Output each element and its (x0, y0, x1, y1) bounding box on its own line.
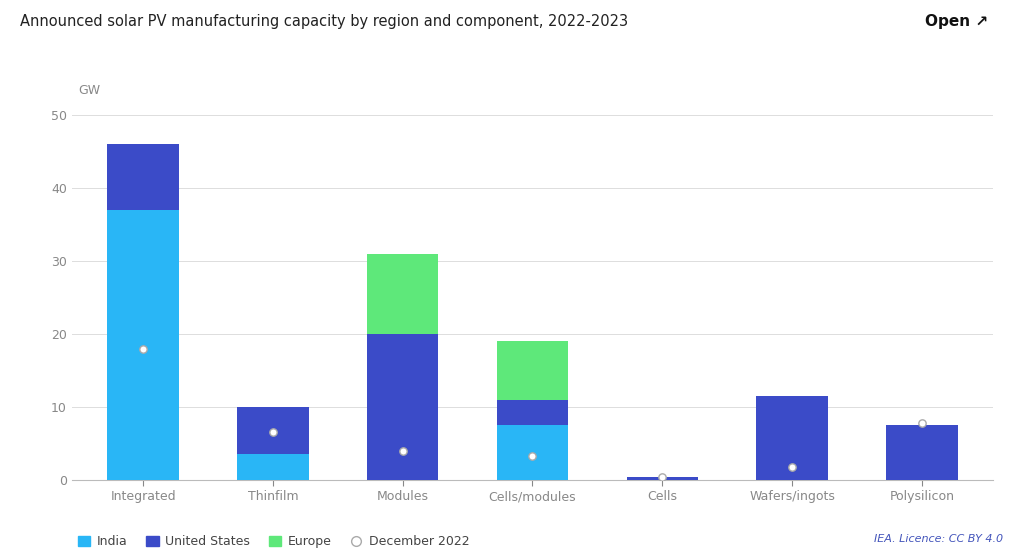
Bar (627, 477, 698, 480)
Text: Announced solar PV manufacturing capacity by region and component, 2022-2023: Announced solar PV manufacturing capacit… (20, 14, 629, 29)
Point (264, 428, 281, 437)
Bar (497, 425, 568, 480)
Bar (757, 396, 827, 480)
Bar (367, 334, 438, 480)
Point (524, 451, 541, 460)
Bar (238, 407, 308, 454)
Text: Open ↗: Open ↗ (925, 14, 988, 29)
Bar (108, 144, 179, 210)
Text: GW: GW (78, 84, 100, 97)
Text: IEA. Licence: CC BY 4.0: IEA. Licence: CC BY 4.0 (874, 534, 1004, 544)
Bar (497, 400, 568, 425)
Point (654, 473, 671, 482)
Bar (108, 210, 179, 480)
Bar (497, 341, 568, 400)
Bar (238, 454, 308, 480)
Legend: India, United States, Europe, December 2022: India, United States, Europe, December 2… (78, 536, 469, 549)
Point (394, 446, 411, 455)
Point (135, 344, 152, 353)
Point (784, 462, 801, 471)
Bar (367, 254, 438, 334)
Bar (886, 425, 957, 480)
Point (913, 418, 930, 427)
